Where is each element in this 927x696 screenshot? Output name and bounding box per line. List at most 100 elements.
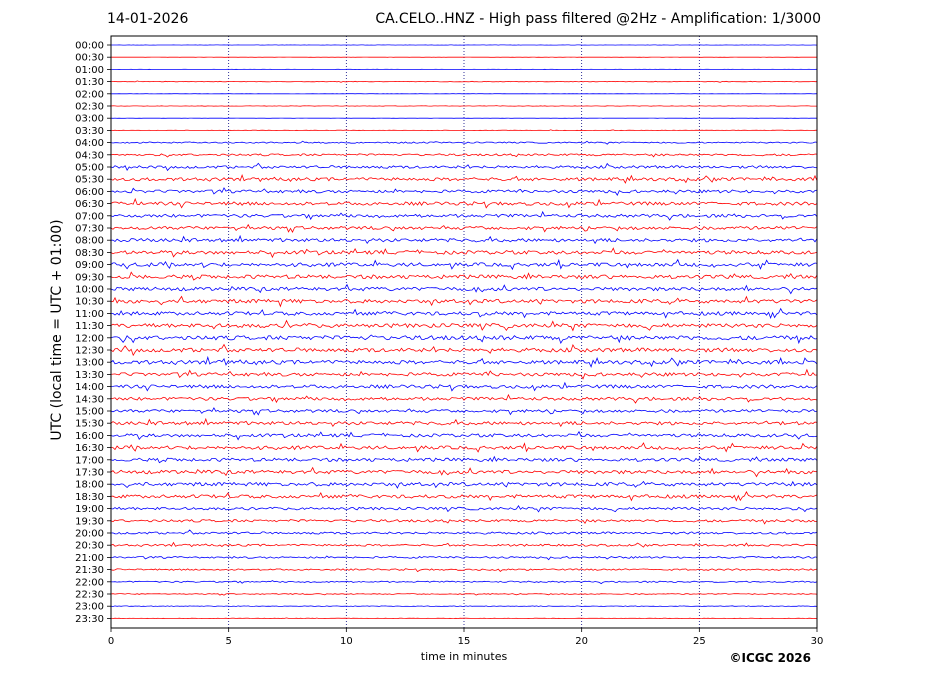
trace-line [110, 187, 818, 197]
x-tick-label: 10 [340, 636, 353, 647]
trace-line [110, 355, 818, 368]
y-tick-label: 02:30 [75, 102, 104, 113]
trace-line [110, 368, 818, 380]
y-tick-label: 16:30 [75, 443, 104, 454]
x-tick-label: 5 [225, 636, 231, 647]
y-tick-label: 05:30 [75, 175, 104, 186]
y-tick-label: 17:30 [75, 468, 104, 479]
y-tick-label: 06:30 [75, 199, 104, 210]
y-tick-label: 16:00 [75, 431, 104, 442]
y-tick-label: 08:00 [75, 236, 104, 247]
trace-line [110, 295, 818, 308]
trace-line [110, 555, 818, 561]
y-tick-label: 13:00 [75, 358, 104, 369]
y-tick-label: 14:30 [75, 394, 104, 405]
trace-line [110, 505, 818, 513]
trace-line [110, 162, 818, 172]
trace-line [110, 223, 818, 233]
trace-line [110, 140, 818, 145]
y-tick-label: 22:30 [75, 590, 104, 601]
y-tick-label: 02:00 [75, 89, 104, 100]
y-tick-label: 15:00 [75, 407, 104, 418]
trace-line [110, 105, 817, 107]
trace-line [110, 430, 818, 441]
trace-line [110, 129, 818, 132]
y-tick-label: 08:30 [75, 248, 104, 259]
y-tick-label: 12:30 [75, 346, 104, 357]
y-tick-label: 20:00 [75, 529, 104, 540]
y-tick-label: 00:30 [75, 53, 104, 64]
x-tick-label: 25 [693, 636, 706, 647]
x-axis-label: time in minutes [420, 650, 508, 663]
trace-line [110, 407, 818, 416]
trace-line [110, 568, 818, 573]
y-tick-label: 12:00 [75, 333, 104, 344]
trace-line [110, 617, 818, 620]
y-tick-label: 06:00 [75, 187, 104, 198]
y-tick-label: 03:30 [75, 126, 104, 137]
trace-line [110, 334, 818, 345]
x-tick-label: 20 [575, 636, 588, 647]
y-tick-label: 13:30 [75, 370, 104, 381]
trace-line [110, 519, 818, 525]
y-tick-label: 07:00 [75, 211, 104, 222]
trace-line [110, 258, 818, 271]
y-tick-label: 21:00 [75, 553, 104, 564]
y-tick-label: 10:00 [75, 285, 104, 296]
trace-line [110, 153, 818, 158]
y-tick-label: 04:30 [75, 150, 104, 161]
y-tick-label: 10:30 [75, 297, 104, 308]
trace-line [110, 307, 818, 320]
trace-line [110, 197, 818, 209]
y-tick-label: 22:00 [75, 577, 104, 588]
chart-title: CA.CELO..HNZ - High pass filtered @2Hz -… [375, 11, 821, 27]
y-tick-label: 19:30 [75, 516, 104, 527]
y-tick-label: 20:30 [75, 541, 104, 552]
trace-line [110, 210, 818, 221]
y-tick-label: 00:00 [75, 41, 104, 52]
date-label: 14-01-2026 [107, 11, 189, 27]
trace-line [111, 442, 818, 453]
trace-line [110, 491, 818, 502]
trace-line [110, 234, 818, 245]
y-tick-label: 04:00 [75, 138, 104, 149]
x-tick-label: 30 [811, 636, 824, 647]
y-tick-label: 11:30 [75, 321, 104, 332]
trace-line [110, 417, 818, 428]
plot-frame [110, 35, 818, 629]
trace-line [110, 343, 818, 357]
trace-line [110, 393, 818, 404]
trace-line [110, 283, 818, 295]
y-tick-label: 09:00 [75, 260, 104, 271]
y-tick-label: 18:00 [75, 480, 104, 491]
x-tick-label: 15 [458, 636, 471, 647]
trace-line [110, 466, 818, 478]
trace-line [110, 480, 818, 489]
y-tick-label: 01:30 [75, 77, 104, 88]
y-tick-label: 17:00 [75, 455, 104, 466]
y-tick-label: 15:30 [75, 419, 104, 430]
trace-line [110, 605, 818, 607]
y-tick-label: 07:30 [75, 224, 104, 235]
trace-line [110, 319, 818, 332]
y-tick-label: 23:30 [75, 614, 104, 625]
trace-line [110, 529, 818, 535]
y-tick-label: 05:00 [75, 163, 104, 174]
x-tick-label: 0 [108, 636, 114, 647]
y-tick-label: 23:00 [75, 602, 104, 613]
y-tick-label: 01:00 [75, 65, 104, 76]
y-tick-label: 18:30 [75, 492, 104, 503]
y-tick-label: 19:00 [75, 504, 104, 515]
trace-line [110, 381, 818, 392]
y-tick-label: 03:00 [75, 114, 104, 125]
y-tick-label: 09:30 [75, 272, 104, 283]
trace-line [110, 593, 818, 596]
y-tick-label: 21:30 [75, 565, 104, 576]
y-tick-label: 11:00 [75, 309, 104, 320]
trace-line [110, 80, 817, 83]
trace-line [110, 247, 818, 259]
y-tick-label: 14:00 [75, 382, 104, 393]
trace-line [110, 580, 818, 585]
trace-line [110, 174, 818, 184]
